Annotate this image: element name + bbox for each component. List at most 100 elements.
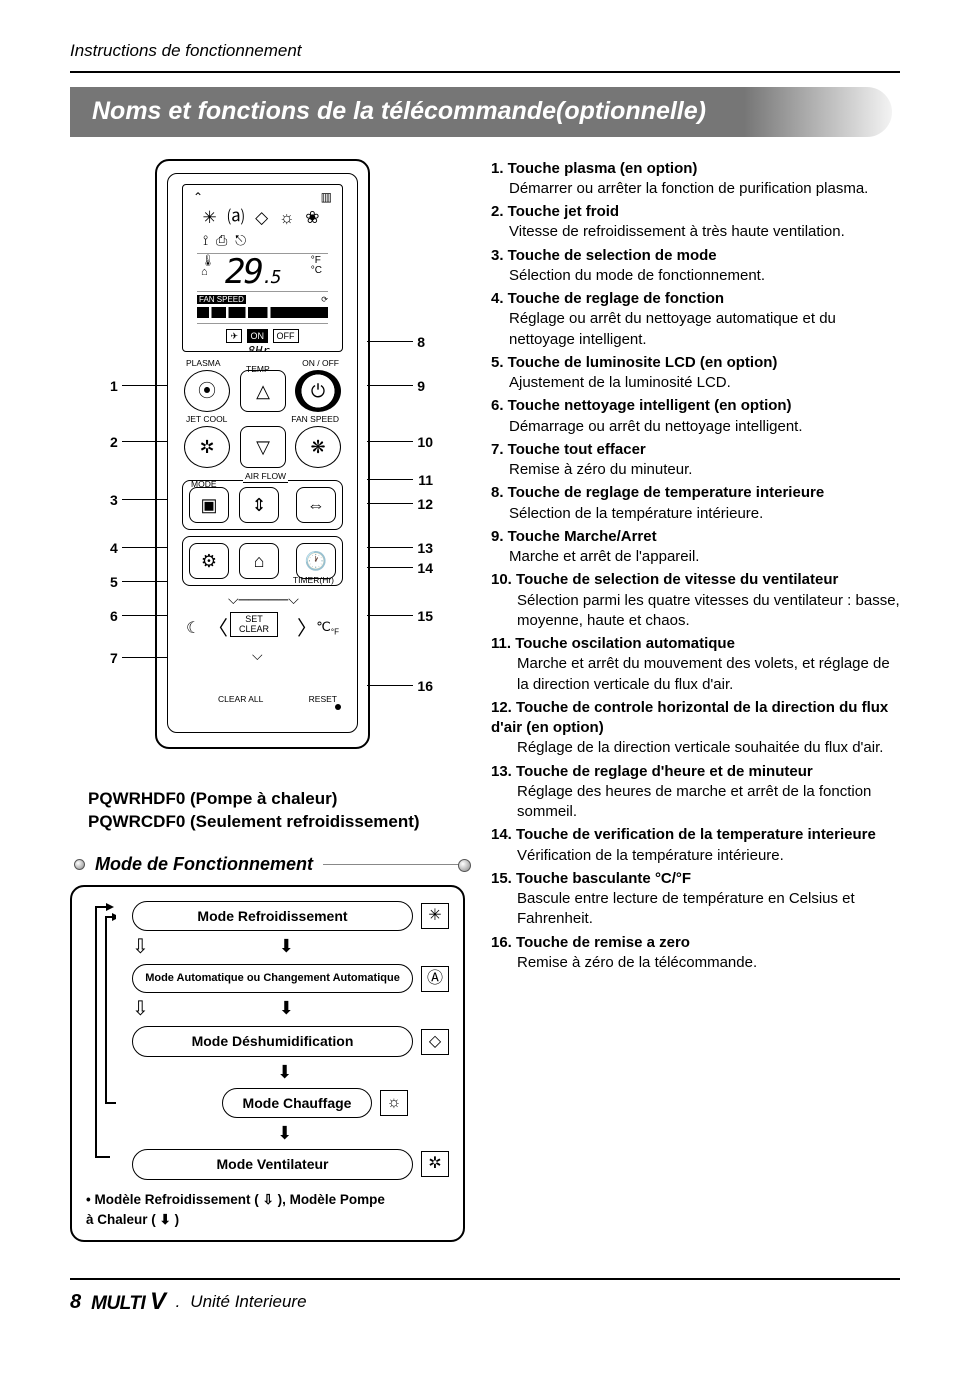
footer-logo: MULTI V: [91, 1286, 165, 1318]
reset-dot: [335, 704, 341, 710]
d1h: 1. Touche plasma (en option): [491, 159, 900, 179]
callout-14: 14: [417, 559, 433, 578]
top-rule: [70, 71, 900, 73]
callout-15: 15: [417, 607, 433, 626]
mode-cool-icon: ✳: [421, 903, 449, 929]
group-airflow: MODE AIR FLOW ▣ ⇕ ⇔: [182, 480, 343, 530]
btn-temp-up[interactable]: △: [240, 370, 286, 412]
d5b: Ajustement de la luminosité LCD.: [491, 373, 900, 393]
btn-plasma[interactable]: ⦿: [184, 370, 230, 412]
label-timer: TIMER(Hr): [293, 575, 334, 586]
mode-cool-pill: Mode Refroidissement: [132, 901, 413, 932]
btn-power[interactable]: ⏻: [295, 370, 341, 412]
d9b: Marche et arrêt de l'appareil.: [491, 547, 900, 567]
d7b: Remise à zéro du minuteur.: [491, 460, 900, 480]
btn-clock[interactable]: 🕐: [296, 543, 336, 579]
group-bottom: ☾ 〈 SETCLEAR 〉 ℃°F ⌵: [182, 606, 343, 660]
mode-heat-pill: Mode Chauffage: [222, 1088, 372, 1119]
page-footer: 8 MULTI V. Unité Interieure: [70, 1280, 900, 1318]
btn-temp-down[interactable]: ▽: [240, 426, 286, 468]
lcd-off: OFF: [273, 329, 299, 343]
remote-illustration: ⌃▥ ✳ ⒜ ◇ ☼ ❀ ⟟ ⎙ ⎋ 🌡⌂ 29.5 °F°C FAN SPEE…: [70, 159, 465, 769]
callout-5: 5: [110, 573, 118, 592]
d8b: Sélection de la température intérieure.: [491, 504, 900, 524]
label-fan: FAN SPEED: [291, 414, 339, 425]
callout-1: 1: [110, 377, 118, 396]
callout-10: 10: [417, 433, 433, 452]
d14b: Vérification de la température intérieur…: [491, 846, 900, 866]
mode-dehum-icon: ◇: [421, 1029, 449, 1055]
d11b: Marche et arrêt du mouvement des volets,…: [491, 654, 900, 695]
footer-dot: .: [176, 1291, 181, 1314]
d1b: Démarrer ou arrêter la fonction de purif…: [491, 179, 900, 199]
lcd-timer: 8Hr. ᴬᴹᴾᴹ/8:88ᴬᴹᴾᴹ/8:88: [197, 343, 328, 352]
mode-dehum-pill: Mode Déshumidification: [132, 1026, 413, 1057]
lcd-on: ON: [247, 329, 269, 343]
d15b: Bascule entre lecture de température en …: [491, 889, 900, 930]
mode-foot-a: • Modèle Refroidissement ( ⇩ ), Modèle P…: [86, 1190, 449, 1210]
d6h: 6. Touche nettoyage intelligent (en opti…: [491, 396, 900, 416]
callout-6: 6: [110, 607, 118, 626]
section-header: Instructions de fonctionnement: [70, 40, 900, 63]
lcd-fan-label: FAN SPEED: [197, 295, 246, 304]
mode-fan-icon: ✲: [421, 1151, 449, 1177]
d9h: 9. Touche Marche/Arret: [491, 527, 900, 547]
d16b: Remise à zéro de la télécommande.: [491, 953, 900, 973]
model-numbers: PQWRHDF0 (Pompe à chaleur) PQWRCDF0 (Seu…: [88, 787, 465, 835]
callout-13: 13: [417, 539, 433, 558]
mode-foot-b: à Chaleur ( ⬇ ): [86, 1210, 449, 1230]
d11h: 11. Touche oscilation automatique: [491, 634, 900, 654]
label-clearall: CLEAR ALL: [218, 694, 263, 705]
mode-title-text: Mode de Fonctionnement: [95, 852, 313, 876]
d5h: 5. Touche de luminosite LCD (en option): [491, 353, 900, 373]
mode-auto-icon: Ⓐ: [421, 966, 449, 992]
callout-12: 12: [417, 495, 433, 514]
footer-text: Unité Interieure: [190, 1291, 306, 1314]
d3h: 3. Touche de selection de mode: [491, 246, 900, 266]
callout-9: 9: [417, 377, 425, 396]
label-set: SET: [245, 614, 263, 624]
remote-lcd: ⌃▥ ✳ ⒜ ◇ ☼ ❀ ⟟ ⎙ ⎋ 🌡⌂ 29.5 °F°C FAN SPEE…: [182, 184, 343, 352]
d12b: Réglage de la direction verticale souhai…: [491, 738, 900, 758]
model-hp: PQWRHDF0 (Pompe à chaleur): [88, 787, 465, 811]
callout-7: 7: [110, 649, 118, 668]
d4b: Réglage ou arrêt du nettoyage automatiqu…: [491, 309, 900, 350]
lcd-fan-bar: [197, 307, 328, 318]
mode-loop-arrows: [86, 899, 116, 1169]
label-plasma: PLASMA: [186, 358, 221, 369]
callout-2: 2: [110, 433, 118, 452]
lcd-temp-dec: .5: [262, 267, 280, 288]
btn-room[interactable]: ⌂: [239, 543, 279, 579]
callout-3: 3: [110, 491, 118, 510]
btn-fan[interactable]: ❋: [295, 426, 341, 468]
label-airflow: AIR FLOW: [243, 471, 288, 483]
btn-func[interactable]: ⚙: [189, 543, 229, 579]
lcd-mode-icons: ✳ ⒜ ◇ ☼ ❀: [183, 205, 342, 230]
d16h: 16. Touche de remise a zero: [491, 933, 900, 953]
btn-hswing[interactable]: ⇔: [296, 487, 336, 523]
d8h: 8. Touche de reglage de temperature inte…: [491, 483, 900, 503]
d12h: 12. Touche de controle horizontal de la …: [491, 698, 900, 739]
d3b: Sélection du mode de fonctionnement.: [491, 266, 900, 286]
mode-footnote: • Modèle Refroidissement ( ⇩ ), Modèle P…: [86, 1190, 449, 1231]
d10b: Sélection parmi les quatre vitesses du v…: [491, 591, 900, 632]
group-timer: ⚙ ⌂ 🕐 TIMER(Hr): [182, 536, 343, 586]
d6b: Démarrage ou arrêt du nettoyage intellig…: [491, 417, 900, 437]
callout-8: 8: [417, 333, 425, 352]
page-banner: Noms et fonctions de la télécommande(opt…: [70, 87, 892, 137]
label-jet: JET COOL: [186, 414, 227, 425]
model-cool: PQWRCDF0 (Seulement refroidissement): [88, 810, 465, 834]
lcd-sub-icons: ⟟ ⎙ ⎋: [183, 230, 342, 250]
btn-vswing[interactable]: ⇕: [239, 487, 279, 523]
d10h: 10. Touche de selection de vitesse du ve…: [491, 570, 900, 590]
mode-fan-pill: Mode Ventilateur: [132, 1149, 413, 1180]
btn-mode[interactable]: ▣: [189, 487, 229, 523]
callout-11: 11: [418, 471, 433, 490]
mode-heat-icon: ☼: [380, 1090, 408, 1116]
label-clear: CLEAR: [239, 624, 269, 634]
lcd-temp: 29: [225, 252, 262, 292]
btn-jet[interactable]: ✲: [184, 426, 230, 468]
d2b: Vitesse de refroidissement à très haute …: [491, 222, 900, 242]
callout-16: 16: [417, 677, 433, 696]
d7h: 7. Touche tout effacer: [491, 440, 900, 460]
